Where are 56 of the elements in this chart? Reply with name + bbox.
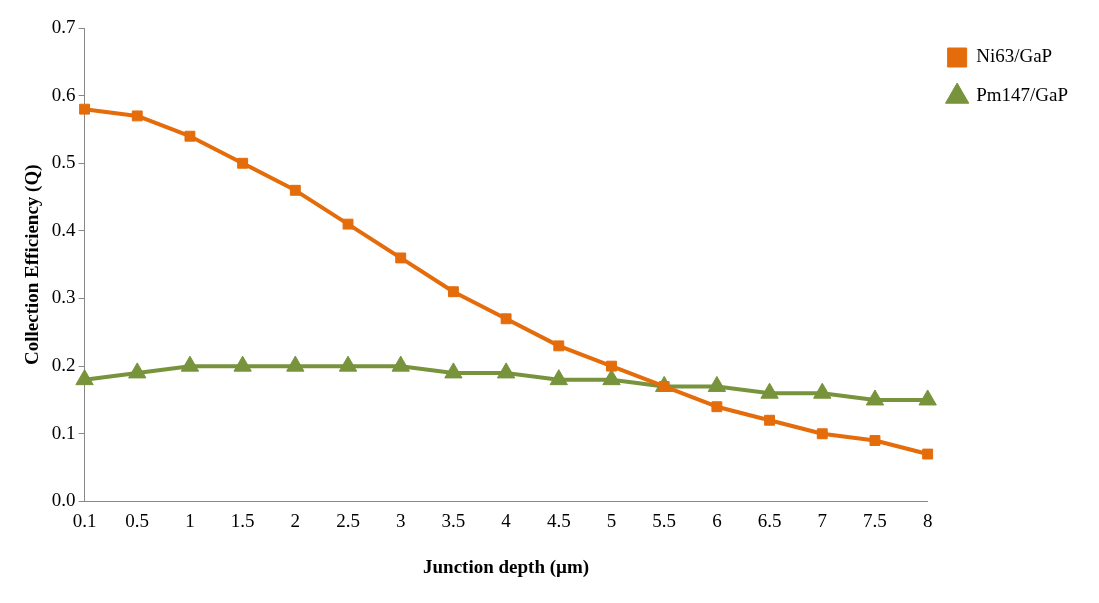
point	[286, 355, 305, 372]
point	[444, 362, 463, 379]
point	[395, 252, 407, 264]
x-tick-label: 3	[395, 509, 406, 531]
x-tick-label: 0.5	[125, 509, 150, 531]
x-tick-label: 0.1	[72, 509, 97, 531]
point	[918, 389, 937, 406]
x-tick-label: 1.5	[230, 509, 255, 531]
y-axis-title: Collection Efficiency (Q)	[21, 164, 44, 365]
point	[128, 362, 147, 379]
point	[865, 389, 885, 406]
x-tick-label: 3.5	[441, 509, 466, 531]
point	[338, 355, 358, 372]
y-tick-label: 0.3	[51, 286, 76, 308]
point	[496, 362, 516, 379]
x-tick-label: 5	[606, 509, 617, 531]
y-tick-label: 0.0	[51, 489, 76, 511]
x-tick-label: 6	[712, 509, 722, 531]
point	[447, 286, 459, 298]
point	[184, 130, 196, 142]
point	[500, 313, 512, 325]
x-tick-label: 2.5	[336, 509, 360, 531]
y-tick-label: 0.4	[51, 218, 77, 240]
x-tick-label: 4.5	[546, 509, 571, 531]
point	[606, 360, 617, 372]
y-tick-label: 0.2	[51, 354, 76, 376]
point	[813, 382, 832, 399]
x-tick-label: 5.5	[652, 509, 677, 531]
x-tick-label: 2	[290, 509, 301, 531]
point	[75, 369, 94, 386]
point	[602, 369, 621, 386]
x-axis-title: Junction depth (µm)	[423, 555, 590, 578]
point	[237, 157, 249, 169]
point	[553, 340, 565, 352]
x-tick-label: 4	[501, 509, 512, 531]
point	[233, 355, 252, 372]
point	[760, 382, 779, 399]
y-tick-label: 0.7	[51, 15, 76, 37]
x-tick-label: 7.5	[863, 509, 887, 531]
point	[289, 184, 301, 196]
point	[79, 103, 90, 115]
legend-label: Ni63/GaP	[976, 45, 1053, 67]
point	[342, 218, 354, 230]
y-tick-label: 0.6	[51, 83, 76, 105]
x-tick-label: 1	[185, 509, 195, 531]
x-tick-label: 8	[922, 509, 933, 531]
point	[391, 355, 410, 372]
y-tick-label: 0.5	[51, 151, 76, 173]
point	[180, 355, 200, 372]
y-tick-label: 0.1	[51, 421, 76, 443]
point	[707, 375, 727, 392]
x-tick-label: 7	[817, 509, 828, 531]
legend-label: Pm147/GaP	[976, 84, 1069, 106]
point	[131, 110, 143, 122]
point	[549, 369, 568, 386]
x-tick-label: 6.5	[757, 509, 782, 531]
